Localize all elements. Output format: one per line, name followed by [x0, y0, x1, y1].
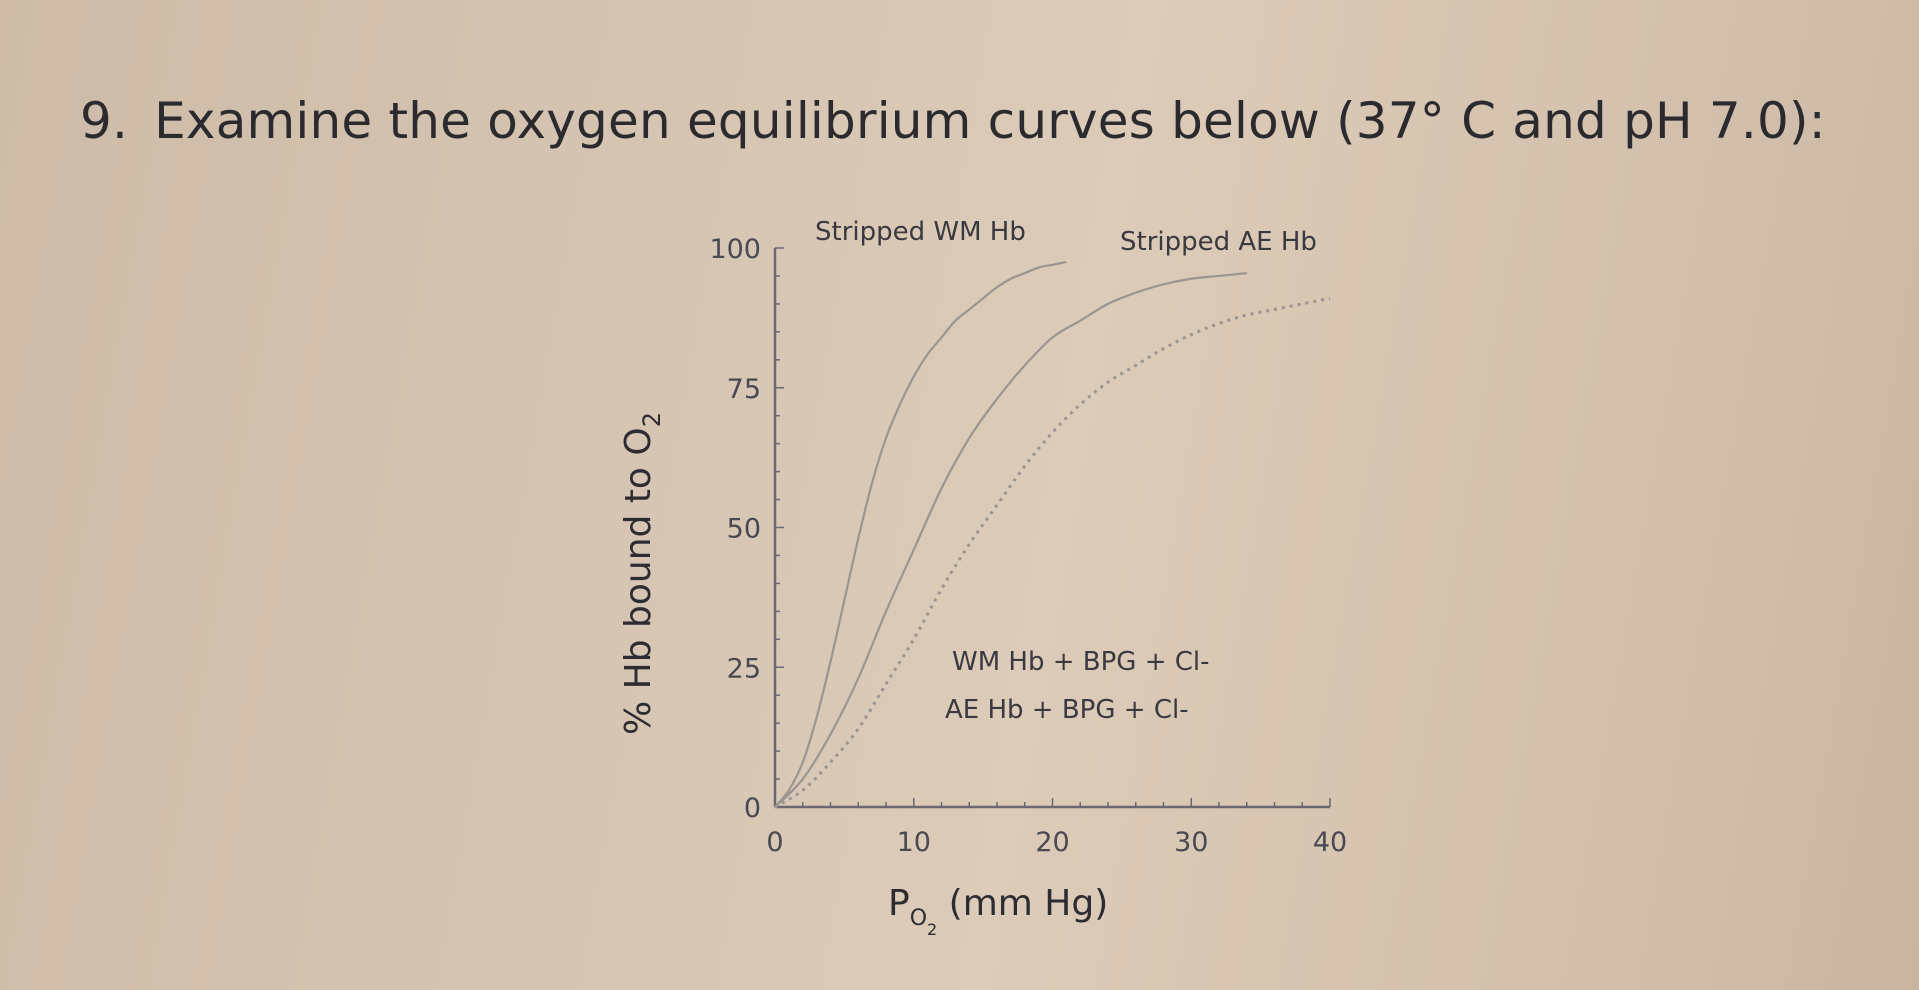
question-number: 9. [80, 92, 129, 150]
x-axis-title-rest: (mm Hg) [937, 883, 1108, 924]
x-tick-label: 20 [1035, 827, 1069, 858]
y-axis-title: % Hb bound to O2 [618, 412, 666, 735]
x-tick-label: 10 [897, 827, 931, 858]
y-tick-label: 25 [727, 653, 761, 684]
question-prompt: Examine the oxygen equilibrium curves be… [154, 92, 1826, 150]
x-tick-label: 0 [766, 827, 783, 858]
curve-wm-hb-bpg-cl [774, 296, 1331, 809]
label-ae-hb-bpg-cl: AE Hb + BPG + Cl- [945, 695, 1189, 725]
question-text: 9. Examine the oxygen equilibrium curves … [80, 92, 1826, 150]
y-tick-label: 75 [727, 374, 761, 405]
tick-labels: 0 25 50 75 100 0 10 20 30 40 [709, 234, 1347, 858]
x-axis-title-sub: O [910, 906, 927, 931]
label-stripped-wm-hb: Stripped WM Hb [815, 217, 1026, 247]
y-axis-title-main: % Hb bound to O [618, 427, 659, 735]
x-axis-title: PO2 (mm Hg) [888, 883, 1108, 939]
chart-axes [773, 247, 1331, 809]
x-axis-title-main: P [888, 883, 910, 924]
label-stripped-ae-hb: Stripped AE Hb [1120, 227, 1317, 257]
curve-stripped-ae-hb [774, 272, 1247, 808]
x-tick-label: 30 [1174, 827, 1208, 858]
y-tick-label: 0 [744, 793, 761, 824]
x-axis-title-subsub: 2 [927, 920, 937, 939]
label-wm-hb-bpg-cl: WM Hb + BPG + Cl- [952, 647, 1210, 677]
curve-stripped-wm-hb [774, 260, 1067, 808]
y-axis-title-sub: 2 [638, 412, 666, 427]
x-tick-label: 40 [1313, 827, 1347, 858]
y-tick-label: 100 [709, 234, 761, 265]
y-tick-label: 50 [727, 514, 761, 545]
chart-curves [774, 260, 1331, 809]
